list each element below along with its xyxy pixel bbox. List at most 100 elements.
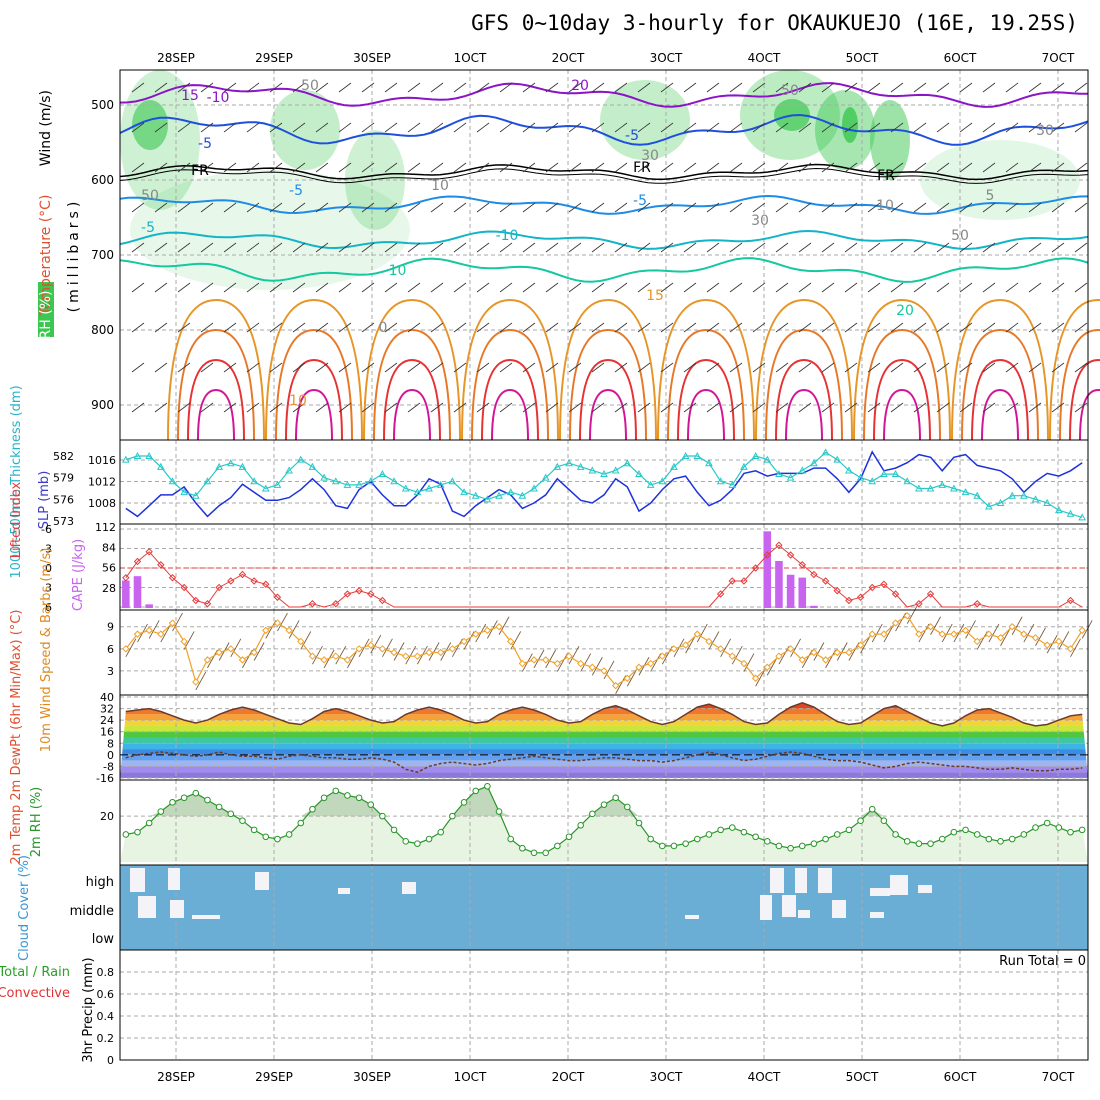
wind-barb-10m [1081, 620, 1093, 639]
wind-barb [246, 362, 260, 373]
wind-barb [407, 282, 421, 293]
rh-2m-point [927, 840, 934, 847]
surface-isotherm [765, 328, 843, 441]
wind-barb [568, 242, 582, 253]
wind-barb [729, 122, 743, 133]
wind-barb [269, 282, 283, 293]
wind-barb [752, 122, 766, 133]
wind-barb [1028, 242, 1042, 253]
rh-2m-point [145, 819, 153, 827]
wind-barb [522, 402, 536, 413]
lifted-index-point [145, 548, 153, 556]
wind-speed-point [1055, 637, 1063, 646]
wind-barb [844, 202, 858, 213]
wind-barb-10m [1058, 631, 1070, 650]
wind-speed-point [740, 659, 748, 668]
wind-barb-10m [603, 660, 615, 680]
wind-speed-point [903, 611, 911, 620]
wind-barb [1074, 242, 1088, 253]
wind-speed-point [495, 623, 503, 631]
wind-barb [959, 362, 973, 373]
wind-barb-10m [277, 612, 288, 632]
thickness-point [600, 470, 608, 478]
rh-blob [130, 170, 410, 290]
wind-speed-point [297, 637, 305, 646]
wind-barb [338, 242, 352, 253]
rh-2m-point [192, 789, 200, 797]
wind-barb-10m [720, 638, 732, 658]
wind-barb [292, 242, 306, 253]
rh-2m-point [1032, 824, 1039, 831]
rh-2m-point [962, 826, 969, 834]
wind-speed-point [273, 619, 282, 627]
wind-barb [936, 122, 950, 133]
wind-barb [476, 362, 490, 373]
wind-barb [131, 362, 145, 373]
wind-barb [936, 282, 950, 293]
lifted-index-point [891, 590, 900, 598]
wind-barb-10m [906, 605, 918, 624]
rh-2m-point [1020, 831, 1028, 838]
cloud-block [138, 896, 156, 918]
surface-isotherm [491, 388, 529, 441]
contour-label: 0 [379, 320, 388, 336]
thickness-point [1078, 513, 1087, 521]
wind-barb [890, 402, 904, 413]
wind-barb-10m [288, 620, 300, 639]
contour-label: -10 [207, 90, 230, 106]
contour-label: 15 [646, 288, 664, 304]
cloud-block [338, 888, 350, 894]
wind-barb [200, 122, 214, 133]
wind-speed-point [472, 630, 480, 638]
wind-barb [131, 282, 145, 293]
contour-label: 10 [289, 393, 307, 409]
surface-isotherm [1069, 358, 1100, 441]
surface-isotherm [197, 388, 235, 441]
rh-2m-point [612, 794, 619, 802]
wind-barb [246, 162, 260, 173]
date-label-bottom: 5OCT [846, 1070, 879, 1084]
wind-barb [177, 402, 191, 413]
cape-bar [763, 531, 772, 608]
wind-barb [1051, 402, 1065, 413]
wind-barb [430, 282, 444, 293]
wind-barb-10m [626, 668, 638, 687]
contour-label: 50 [141, 188, 159, 204]
wind-barb [384, 282, 398, 293]
thickness-point [1008, 491, 1017, 499]
wind-barb [522, 202, 536, 213]
wind-barb [775, 202, 789, 213]
rh-2m-point [379, 812, 386, 820]
wind-barb [752, 362, 766, 373]
wind-barb [775, 162, 789, 173]
wind-barb-10m [300, 631, 312, 650]
pressure-tick: 800 [91, 323, 114, 337]
rh-2m-point [752, 833, 759, 841]
date-label-top: 30SEP [353, 51, 391, 65]
wind-barb [430, 122, 444, 133]
wind-barb [453, 322, 467, 333]
thickness-point [775, 470, 783, 478]
cloud-block [795, 868, 807, 893]
thickness-point [471, 491, 480, 499]
wind-speed-point [1066, 645, 1075, 653]
rh-blob [870, 100, 910, 180]
rh-2m-point [787, 844, 794, 852]
wind-speed-point [413, 652, 422, 660]
temp-band [120, 760, 1088, 767]
cloud-block [168, 868, 180, 890]
temp-band [120, 749, 1088, 755]
rh-2m-point [903, 838, 911, 845]
lifted-index-point [378, 596, 387, 605]
rh-2m-point [705, 831, 713, 838]
lifted-index-point [227, 577, 235, 585]
thickness-point [973, 491, 982, 499]
thickness-point [296, 455, 305, 463]
wind-barb [821, 282, 835, 293]
wind-barb [200, 282, 214, 293]
surface-isotherm [187, 358, 245, 441]
wind-speed-point [693, 630, 702, 638]
wind-barb [568, 82, 582, 93]
wind-barb [476, 322, 490, 333]
wind-barb [913, 402, 927, 413]
